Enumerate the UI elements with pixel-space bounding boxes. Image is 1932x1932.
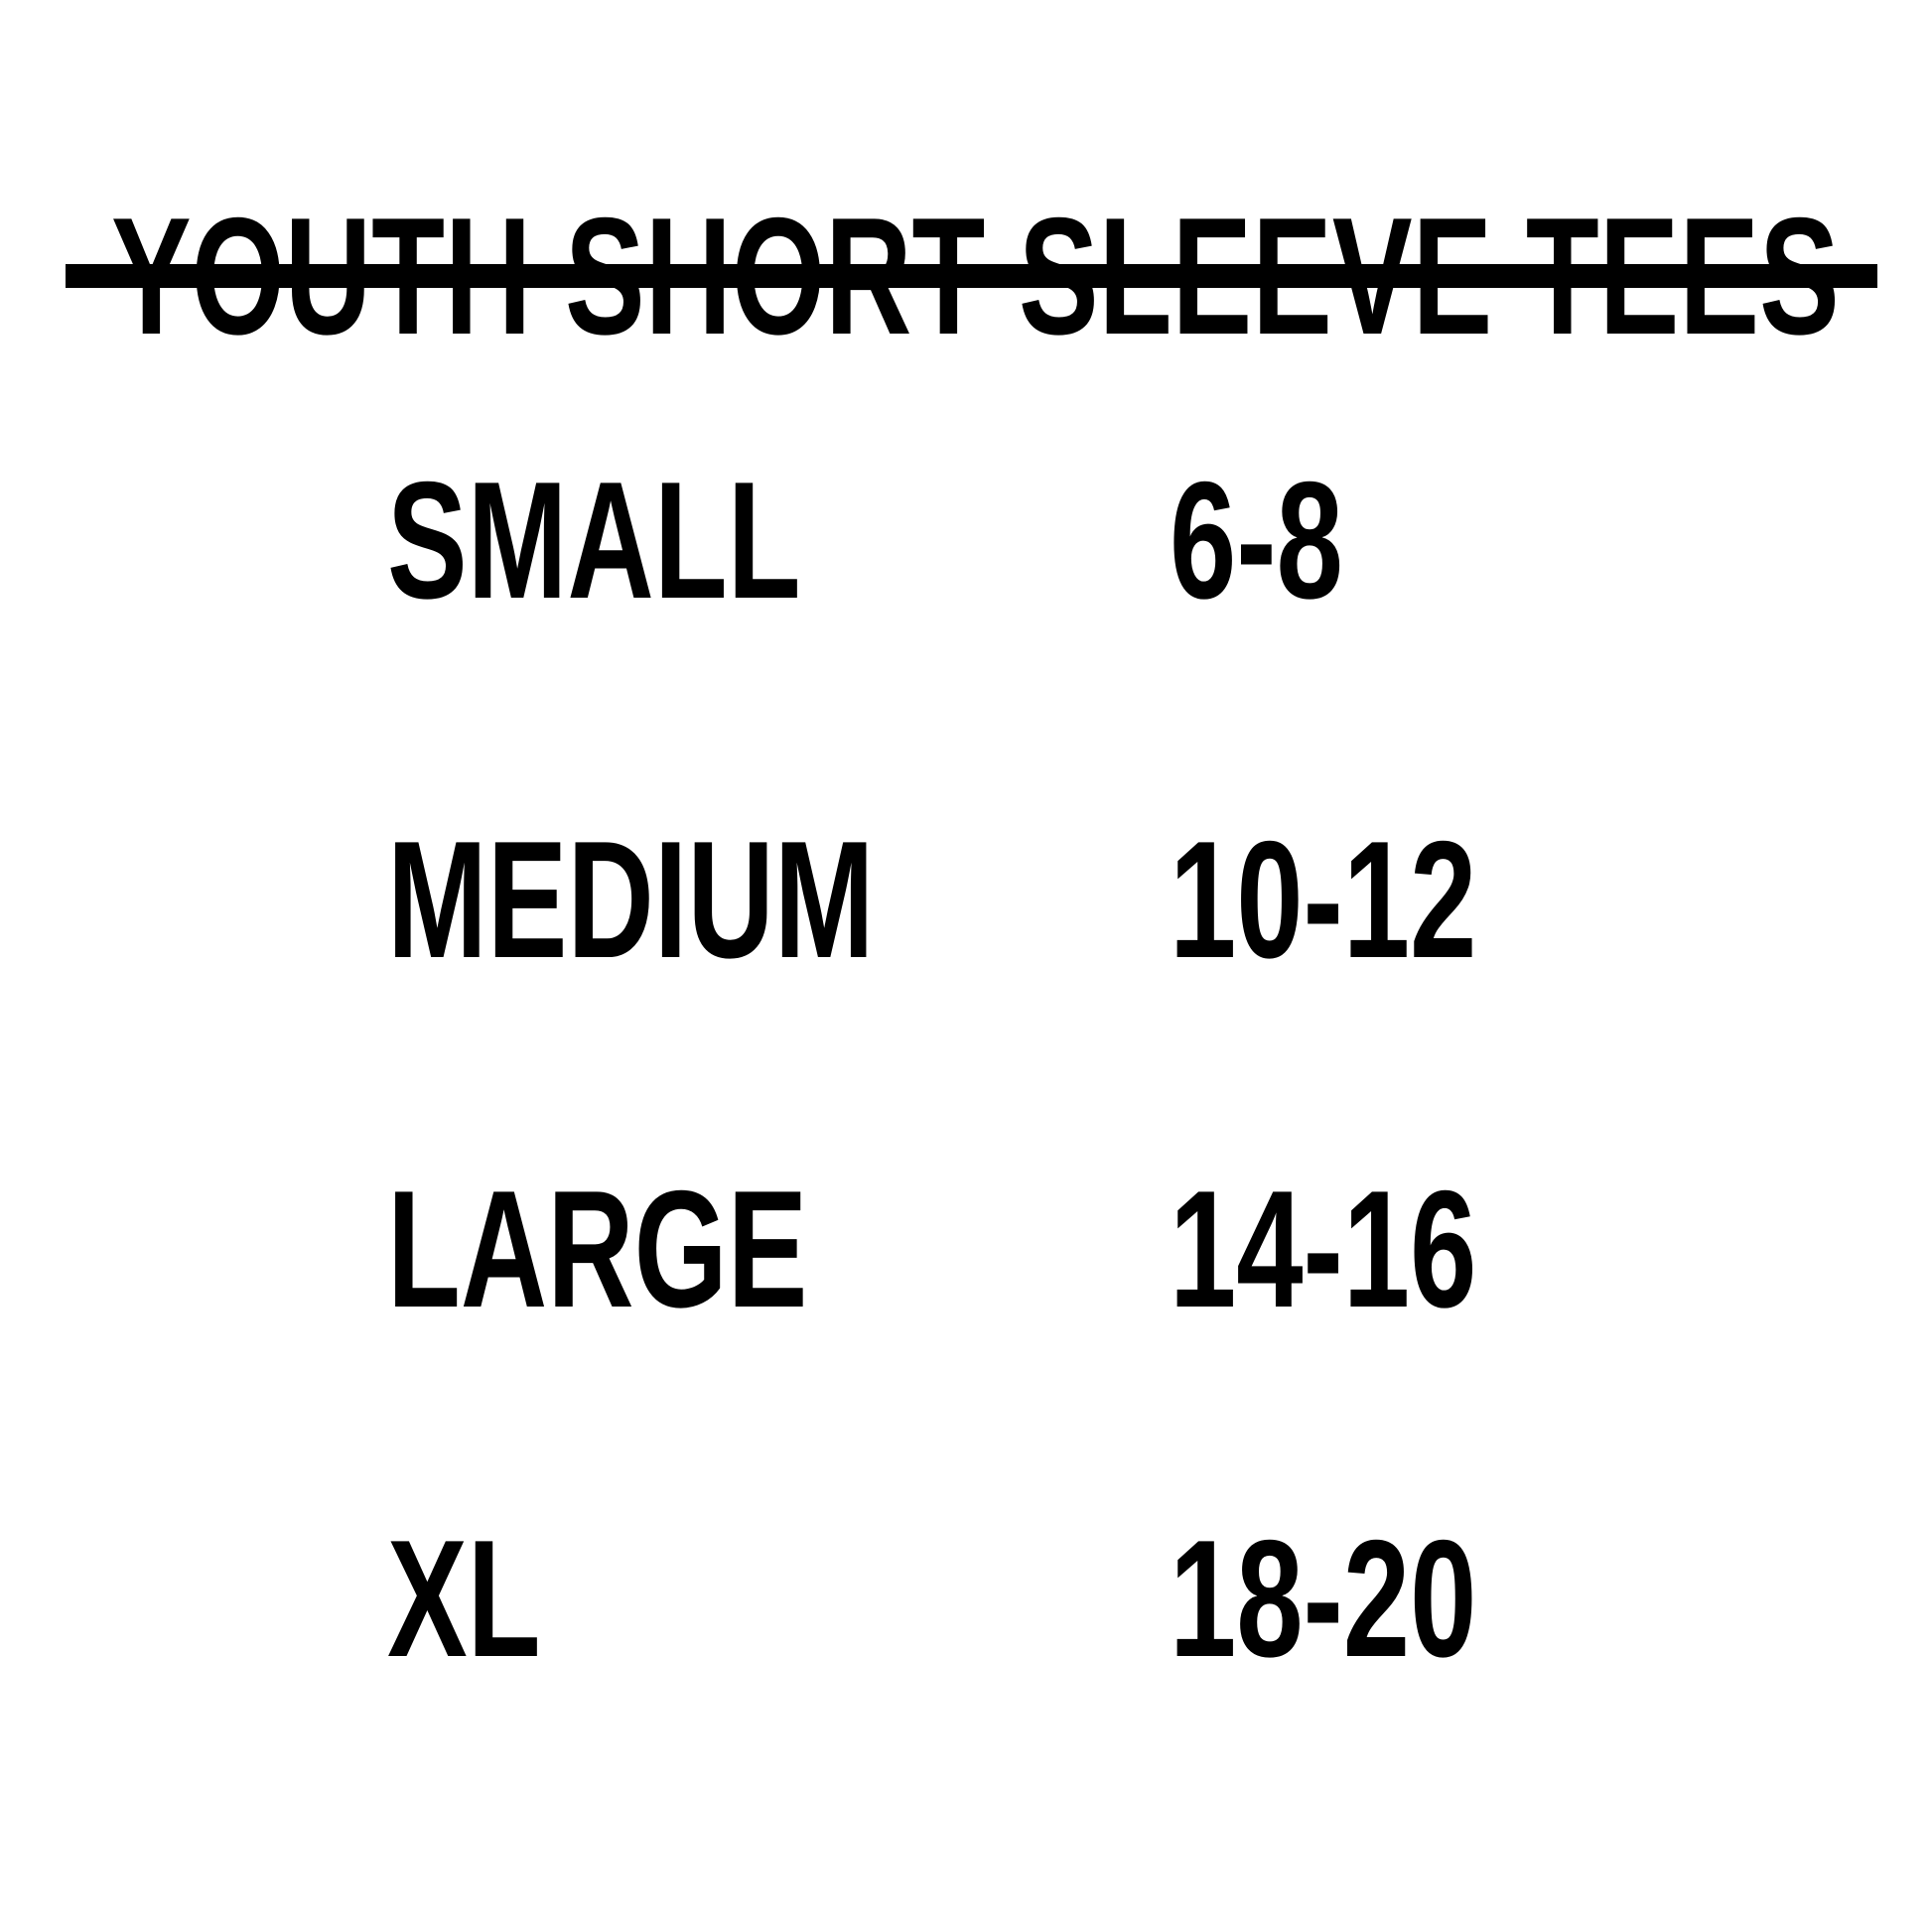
- size-range: 18-20: [1170, 1505, 1477, 1692]
- size-label: MEDIUM: [387, 806, 875, 993]
- size-range: 6-8: [1170, 447, 1343, 633]
- size-range: 14-16: [1170, 1156, 1477, 1342]
- size-range: 10-12: [1170, 806, 1477, 993]
- size-label: XL: [387, 1505, 541, 1692]
- title-underline-rule: [66, 264, 1877, 288]
- size-label: SMALL: [387, 447, 801, 633]
- size-label: LARGE: [387, 1156, 808, 1342]
